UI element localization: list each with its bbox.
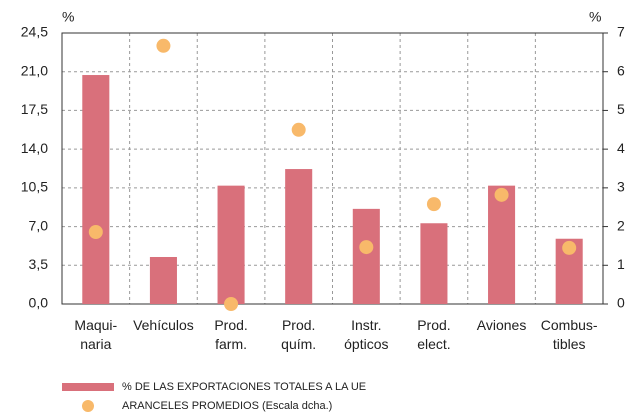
legend-swatch: [62, 383, 114, 391]
dot: [88, 224, 103, 239]
dot: [291, 122, 306, 137]
x-tick-label-line: Aviones: [477, 317, 527, 333]
x-tick-label: Prod. farm.: [214, 317, 247, 352]
legend-label: % DE LAS EXPORTACIONES TOTALES A LA UE: [122, 381, 366, 393]
y-tick-label: 0,0: [29, 295, 49, 311]
y-tick-label: 14,0: [21, 140, 48, 156]
x-tick-label-line: farm.: [215, 336, 247, 352]
dot: [426, 197, 441, 212]
y2-tick-label: 3: [617, 179, 625, 195]
y-axis-unit: %: [62, 9, 74, 25]
dot: [359, 240, 374, 255]
bar: [488, 185, 516, 304]
x-tick-label: Prod. quím.: [281, 317, 316, 352]
x-tick-label-line: Prod.: [214, 317, 247, 333]
x-tick-label-line: Prod.: [417, 317, 450, 333]
x-tick-label-line: quím.: [281, 336, 316, 352]
y-tick-label: 24,5: [21, 24, 48, 40]
x-tick-label: Instr. ópticos: [344, 317, 388, 352]
y-tick-label: 17,5: [21, 101, 48, 117]
dot: [562, 240, 577, 255]
bar: [420, 223, 448, 304]
bar: [82, 75, 110, 304]
x-tick-label: Vehículos: [133, 317, 194, 333]
y2-tick-label: 4: [617, 140, 625, 156]
y2-tick-label: 0: [617, 295, 625, 311]
x-tick-label-line: tibles: [553, 336, 586, 352]
legend-swatch: [82, 400, 94, 412]
bar: [352, 208, 380, 304]
y2-axis-unit: %: [589, 9, 601, 25]
y-tick-label: 21,0: [21, 62, 48, 78]
plot-frame: [61, 32, 604, 305]
y2-tick-label: 5: [617, 101, 625, 117]
y-tick-label: 3,5: [29, 256, 49, 272]
bar: [149, 256, 177, 304]
y2-tick-label: 1: [617, 256, 625, 272]
x-tick-label: Prod. elect.: [417, 317, 450, 352]
x-tick-label: Combus-tibles: [541, 317, 598, 352]
y2-tick-label: 7: [617, 24, 625, 40]
dot: [156, 38, 171, 53]
x-tick-label-line: Combus-: [541, 317, 598, 333]
x-tick-label-line: Vehículos: [133, 317, 194, 333]
y2-tick-label: 2: [617, 217, 625, 233]
x-tick-label: Maqui-naria: [74, 317, 117, 352]
x-tick-label-line: Maqui-: [74, 317, 117, 333]
x-tick-label-line: naria: [80, 336, 111, 352]
x-tick-label-line: Prod.: [282, 317, 315, 333]
bar: [217, 185, 245, 304]
x-tick-label-line: Instr.: [351, 317, 381, 333]
y-tick-label: 7,0: [29, 217, 49, 233]
bar: [285, 169, 313, 304]
x-tick-label-line: ópticos: [344, 336, 388, 352]
dot: [494, 187, 509, 202]
x-tick-label: Aviones: [477, 317, 527, 333]
y-tick-label: 10,5: [21, 179, 48, 195]
y2-tick-label: 6: [617, 62, 625, 78]
x-tick-label-line: elect.: [417, 336, 450, 352]
dot: [224, 297, 239, 311]
legend-label: ARANCELES PROMEDIOS (Escala dcha.): [122, 400, 332, 412]
